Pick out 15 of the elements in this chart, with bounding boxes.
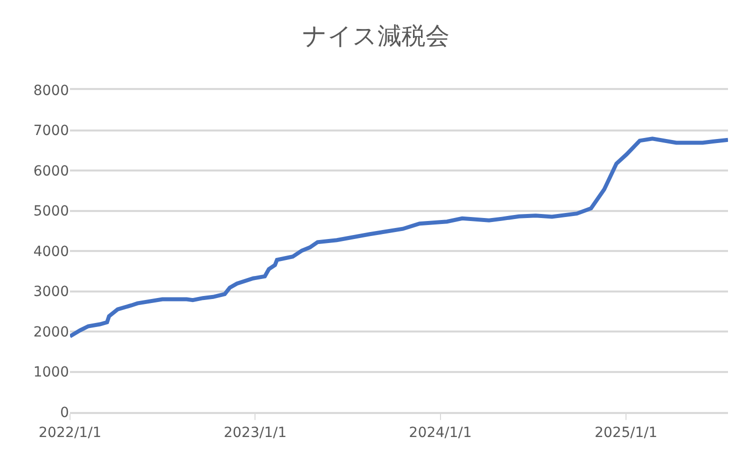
- chart-title: ナイス減税会: [302, 22, 450, 50]
- y-tick-label: 4000: [33, 244, 69, 260]
- y-tick-label: 8000: [33, 82, 69, 99]
- y-tick-label: 5000: [33, 204, 69, 220]
- x-tick-label: 2024/1/1: [408, 424, 472, 441]
- y-tick-label: 6000: [33, 163, 69, 180]
- y-tick-label: 0: [60, 404, 69, 421]
- x-tick-label: 2023/1/1: [224, 424, 287, 441]
- x-tick-label: 2025/1/1: [594, 424, 658, 441]
- y-tick-label: 1000: [33, 364, 69, 381]
- y-tick-label: 7000: [33, 123, 69, 140]
- x-tick-label: 2022/1/1: [38, 424, 102, 441]
- line-series: [70, 136, 728, 338]
- y-tick-label: 2000: [33, 324, 69, 340]
- y-tick-label: 3000: [33, 284, 69, 300]
